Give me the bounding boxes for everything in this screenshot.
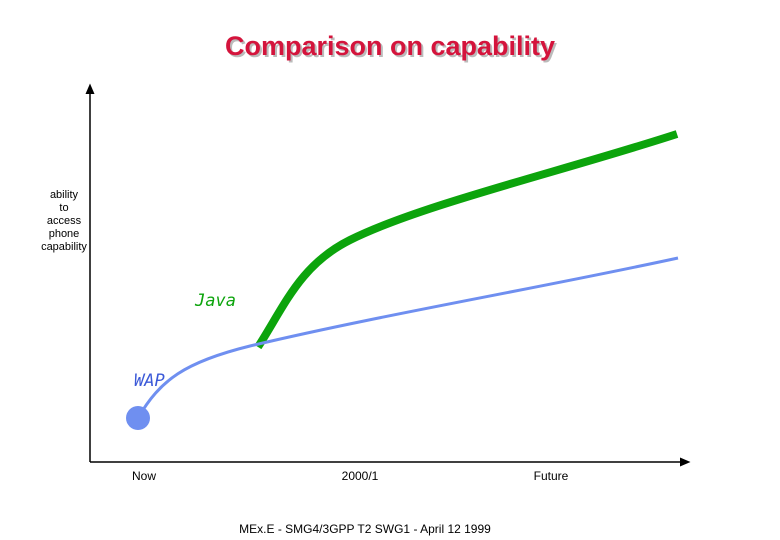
footer: MEx.E - SMG4/3GPP T2 SWG1 - April 12 199… (239, 522, 491, 536)
title-shadow: Comparison on capability (227, 33, 557, 63)
title: Comparison on capability (225, 31, 555, 61)
x-label: Now (132, 469, 156, 483)
java-label: Java (194, 291, 236, 311)
y-axis-label: access (47, 215, 82, 227)
y-axis-label: capability (41, 241, 87, 253)
x-label: 2000/1 (342, 469, 379, 483)
y-axis-label: to (59, 202, 68, 214)
y-axis-label: ability (50, 189, 79, 201)
wap-label: WAP (134, 371, 165, 391)
x-label: Future (534, 469, 569, 483)
wap-curve (136, 256, 679, 419)
java-curve (254, 130, 679, 350)
wap-start (126, 406, 150, 430)
y-axis-label: phone (49, 228, 80, 240)
